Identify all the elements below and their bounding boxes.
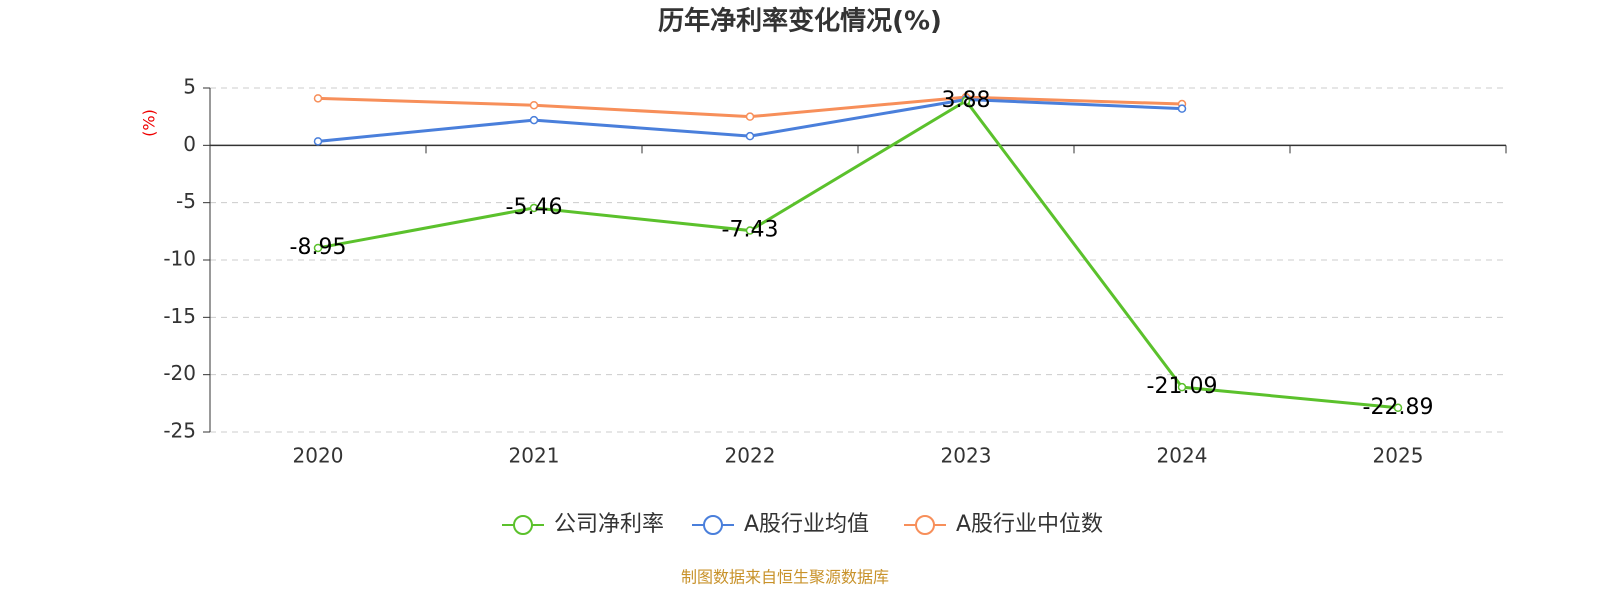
data-point xyxy=(1177,382,1187,392)
data-point xyxy=(313,243,323,253)
y-tick-label: -20 xyxy=(163,361,196,385)
x-tick-label: 2024 xyxy=(1157,444,1208,468)
legend-marker xyxy=(513,515,533,535)
data-label: -5.46 xyxy=(506,195,563,220)
y-tick-label: -10 xyxy=(163,247,196,271)
data-point xyxy=(745,112,755,121)
legend-label: A股行业均值 xyxy=(744,512,869,537)
series-line xyxy=(317,98,1399,410)
data-point xyxy=(1177,104,1187,113)
x-tick-label: 2020 xyxy=(293,444,344,468)
data-label: -21.09 xyxy=(1147,374,1218,399)
x-tick-label: 2022 xyxy=(725,444,776,468)
data-point xyxy=(529,100,539,110)
data-point xyxy=(313,94,323,103)
data-label: -8.95 xyxy=(290,235,347,260)
y-tick-label: 5 xyxy=(183,75,196,99)
y-tick-label: 0 xyxy=(183,132,196,156)
legend-marker xyxy=(703,515,723,535)
data-label: -7.43 xyxy=(722,218,779,243)
chart-title: 历年净利率变化情况(%) xyxy=(658,6,942,37)
y-tick-label: -25 xyxy=(163,419,196,443)
y-tick-label: -15 xyxy=(163,304,196,328)
data-label: -22.89 xyxy=(1363,395,1434,420)
data-label: 3.88 xyxy=(942,88,991,113)
x-tick-label: 2023 xyxy=(941,444,992,468)
data-point xyxy=(961,96,971,106)
source-note: 制图数据来自恒生聚源数据库 xyxy=(681,568,889,587)
data-point xyxy=(529,203,539,213)
x-tick-label: 2025 xyxy=(1373,444,1424,468)
y-axis-label: (%) xyxy=(140,109,159,137)
data-point xyxy=(1393,403,1403,413)
x-tick-label: 2021 xyxy=(509,444,560,468)
legend-label: 公司净利率 xyxy=(554,512,664,537)
data-point xyxy=(529,115,539,125)
legend-marker xyxy=(915,515,935,535)
legend-label: A股行业中位数 xyxy=(956,512,1103,537)
data-point xyxy=(745,131,755,141)
data-point xyxy=(313,137,323,146)
y-tick-label: -5 xyxy=(176,189,196,213)
data-point xyxy=(745,226,755,235)
